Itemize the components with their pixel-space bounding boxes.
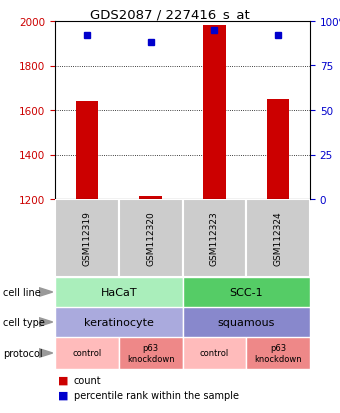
Text: GSM112319: GSM112319 xyxy=(82,211,91,266)
Bar xyxy=(203,26,225,199)
Text: protocol: protocol xyxy=(3,348,43,358)
Bar xyxy=(55,307,183,337)
Bar xyxy=(246,199,310,277)
Bar xyxy=(246,337,310,369)
Text: squamous: squamous xyxy=(218,317,275,327)
Bar xyxy=(183,199,246,277)
Bar xyxy=(183,277,310,307)
Polygon shape xyxy=(39,318,53,327)
Bar xyxy=(55,277,183,307)
Text: ■: ■ xyxy=(58,390,69,400)
Text: ■: ■ xyxy=(58,375,69,385)
Bar xyxy=(119,337,183,369)
Bar xyxy=(139,196,162,199)
Bar xyxy=(119,199,183,277)
Bar xyxy=(55,199,119,277)
Bar xyxy=(267,100,289,199)
Text: cell type: cell type xyxy=(3,317,45,327)
Bar xyxy=(183,337,246,369)
Text: control: control xyxy=(72,349,102,358)
Text: count: count xyxy=(74,375,101,385)
Text: SCC-1: SCC-1 xyxy=(230,287,263,297)
Text: GSM112320: GSM112320 xyxy=(146,211,155,266)
Bar xyxy=(76,102,98,199)
Text: p63
knockdown: p63 knockdown xyxy=(254,344,302,363)
Text: GDS2087 / 227416_s_at: GDS2087 / 227416_s_at xyxy=(90,8,250,21)
Text: GSM112323: GSM112323 xyxy=(210,211,219,266)
Text: percentile rank within the sample: percentile rank within the sample xyxy=(74,390,239,400)
Bar xyxy=(55,337,119,369)
Text: control: control xyxy=(200,349,229,358)
Text: cell line: cell line xyxy=(3,287,41,297)
Text: GSM112324: GSM112324 xyxy=(274,211,283,266)
Bar xyxy=(183,307,310,337)
Text: p63
knockdown: p63 knockdown xyxy=(127,344,174,363)
Polygon shape xyxy=(39,349,53,358)
Text: keratinocyte: keratinocyte xyxy=(84,317,154,327)
Text: HaCaT: HaCaT xyxy=(100,287,137,297)
Polygon shape xyxy=(39,288,53,297)
